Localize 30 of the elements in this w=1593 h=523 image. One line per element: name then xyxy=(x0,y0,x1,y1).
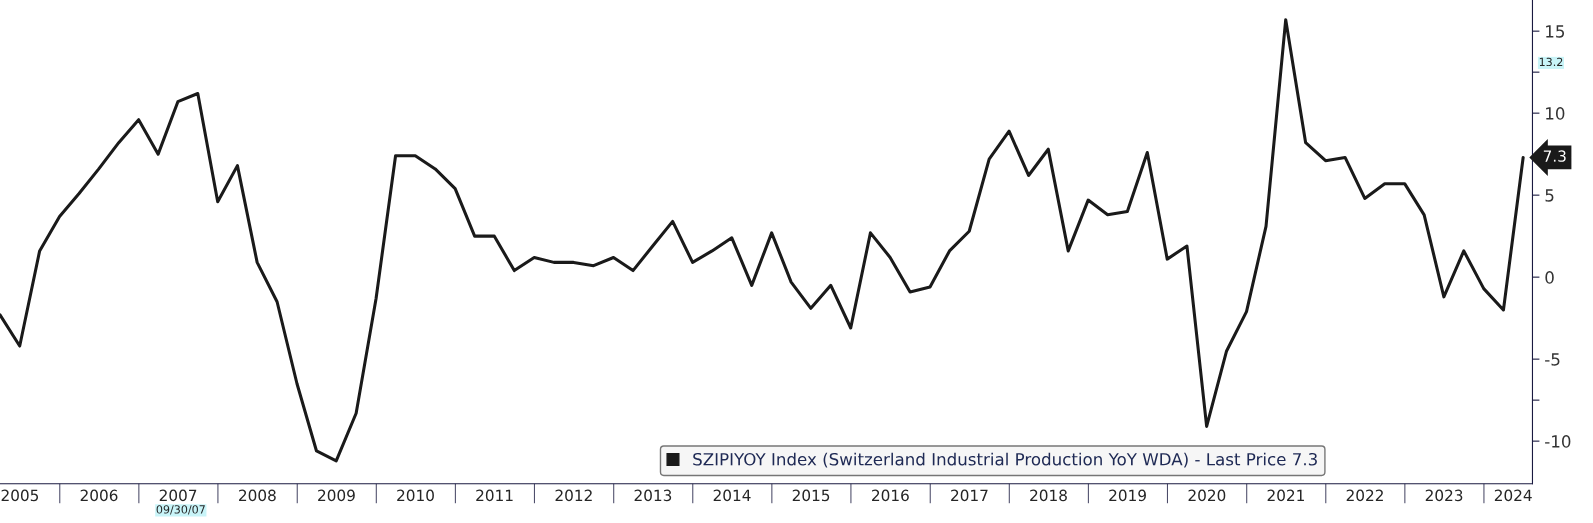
x-tick-label: 2006 xyxy=(80,489,118,502)
x-tick-label: 2023 xyxy=(1425,489,1463,502)
text: 09/30/07 xyxy=(156,505,205,515)
x-tick-label: 2016 xyxy=(872,489,909,502)
y-tick-label: 5 xyxy=(1545,189,1554,202)
x-tick-label: 2017 xyxy=(951,489,988,502)
x-tick-label: 2018 xyxy=(1030,489,1067,502)
x-tick-label: 2012 xyxy=(555,489,592,502)
y-tick-label: 0 xyxy=(1545,271,1554,284)
x-tick-label: 2015 xyxy=(792,489,830,502)
x-tick-label: 2010 xyxy=(397,489,434,502)
y-tick-label: -5 xyxy=(1545,353,1560,366)
x-tick-label: 2021 xyxy=(1267,489,1304,502)
text: 13.2 xyxy=(1539,57,1563,67)
x-tick-label: 2022 xyxy=(1346,489,1383,502)
x-tick-label: 2011 xyxy=(476,489,513,502)
x-tick-label: 2013 xyxy=(634,489,672,502)
x-tick-label: 2008 xyxy=(239,489,276,502)
x-tick-label: 2024 xyxy=(1494,489,1532,502)
y-tick-label: 15 xyxy=(1546,25,1565,38)
x-tick-label: 2020 xyxy=(1188,489,1226,502)
y-tick-label: -10 xyxy=(1545,435,1571,448)
data-label: 7.3 xyxy=(1543,150,1566,162)
x-tick-label: 2005 xyxy=(1,489,39,502)
x-tick-label: 2009 xyxy=(318,489,355,502)
legend-label: SZIPIYOY Index (Switzerland Industrial Production YoY WDA) - Last Price 7.3 xyxy=(693,452,1317,468)
x-tick-label: 2014 xyxy=(713,489,751,502)
x-tick-label: 2019 xyxy=(1109,489,1146,502)
x-tick-label: 2007 xyxy=(159,489,197,502)
y-tick-label: 10 xyxy=(1546,107,1565,120)
